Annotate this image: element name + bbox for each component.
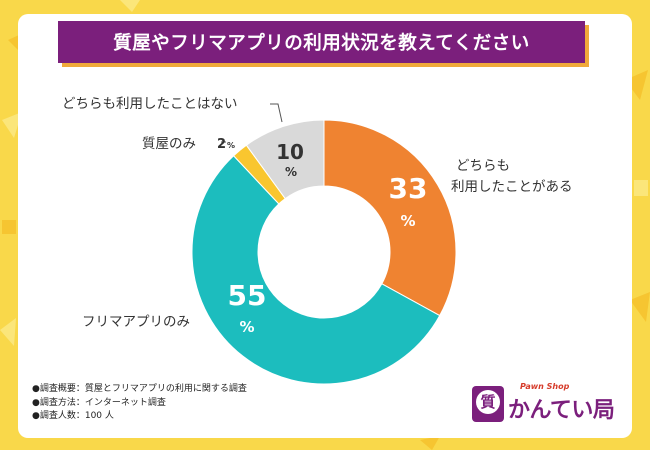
percent-sign-pawn: % (227, 141, 235, 150)
note-method: ●調査方法：インターネット調査 (32, 397, 166, 408)
brand-logo: 質 Pawn Shop かんてい局 (470, 382, 622, 428)
confetti-shape (120, 0, 140, 12)
note-overview: ●調査概要：質屋とフリマアプリの利用に関する調査 (32, 384, 247, 394)
chart-title: 質屋やフリマアプリの利用状況を教えてください (113, 33, 530, 54)
logo-badge-mark: 質 (476, 390, 500, 414)
category-label-flea: フリマアプリのみ (82, 314, 190, 330)
confetti-shape (2, 112, 22, 138)
category-label-pawn: 質屋のみ (142, 136, 196, 152)
donut-slice-3 (245, 119, 325, 200)
logo-badge: 質 (472, 386, 504, 422)
donut-slice-0 (323, 119, 457, 317)
confetti-shape (0, 318, 16, 346)
category-label-both-line2: 利用したことがある (451, 179, 573, 195)
category-label-neither: どちらも利用したことはない (62, 96, 238, 112)
value-label-both: 33 (389, 172, 428, 205)
percent-sign-neither: % (285, 165, 297, 179)
value-label-flea: 55 (228, 279, 267, 312)
value-label-neither: 10 (276, 140, 304, 164)
value-label-pawn: 2 (217, 137, 226, 152)
leader-lines (221, 103, 283, 143)
title-bar: 質屋やフリマアプリの利用状況を教えてください (58, 21, 585, 63)
percent-sign-flea: % (239, 318, 254, 336)
percent-sign-both: % (400, 212, 415, 230)
leader-line-neither (270, 103, 283, 123)
note-count: ●調査人数：100 人 (32, 411, 114, 421)
confetti-shape (420, 436, 440, 450)
category-label-both-line1: どちらも (456, 158, 510, 174)
confetti-shape (634, 180, 648, 196)
confetti-shape (630, 292, 650, 322)
slices-group (191, 119, 457, 385)
logo-tagline: Pawn Shop (520, 382, 570, 391)
donut-slice-1 (191, 155, 441, 385)
confetti-shape (2, 220, 16, 234)
survey-notes: ●調査概要：質屋とフリマアプリの利用に関する調査 ●調査方法：インターネット調査… (32, 383, 247, 424)
logo-name: かんてい局 (508, 398, 615, 423)
